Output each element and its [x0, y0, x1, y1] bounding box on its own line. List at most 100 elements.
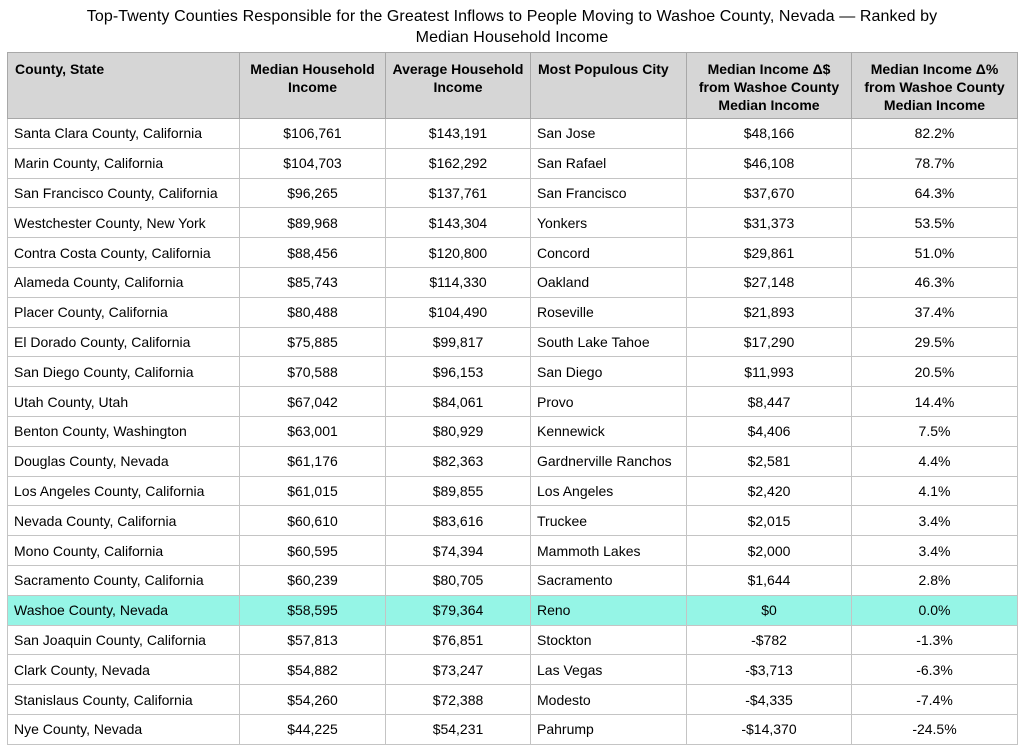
table-row: Benton County, Washington $63,001 $80,929 K… — [7, 415, 1018, 447]
cell-delta-dollar: -$782 — [686, 624, 852, 656]
cell-delta-percent: 3.4% — [851, 535, 1018, 566]
cell-delta-dollar: $48,166 — [686, 118, 852, 149]
cell-median-income: $85,743 — [239, 266, 386, 298]
table-row: Sacramento County, California $60,239 $80,… — [7, 564, 1018, 596]
cell-average-income: $162,292 — [385, 147, 531, 179]
cell-delta-percent: 29.5% — [851, 326, 1018, 358]
cell-city: San Diego — [530, 356, 687, 388]
cell-median-income: $61,176 — [239, 445, 386, 477]
cell-county: Marin County, California — [7, 147, 240, 179]
cell-average-income: $143,191 — [385, 118, 531, 149]
cell-median-income: $89,968 — [239, 207, 386, 239]
cell-city: Modesto — [530, 684, 687, 715]
cell-delta-dollar: $29,861 — [686, 237, 852, 268]
cell-delta-percent: 0.0% — [851, 594, 1018, 626]
cell-delta-percent: -1.3% — [851, 624, 1018, 656]
cell-delta-dollar: $8,447 — [686, 386, 852, 417]
header-most-populous-city: Most Populous City — [530, 52, 687, 119]
cell-delta-dollar: $46,108 — [686, 147, 852, 179]
income-table: County, State Median Household Income Av… — [7, 52, 1018, 745]
cell-median-income: $104,703 — [239, 147, 386, 179]
cell-city: Pahrump — [530, 713, 687, 745]
cell-county: Santa Clara County, California — [7, 118, 240, 149]
cell-county: Clark County, Nevada — [7, 654, 240, 686]
cell-city: Concord — [530, 237, 687, 268]
cell-county: Placer County, California — [7, 296, 240, 328]
cell-median-income: $60,239 — [239, 564, 386, 596]
header-average-household-income: Average Household Income — [385, 52, 531, 119]
cell-county: Westchester County, New York — [7, 207, 240, 239]
header-median-household-income: Median Household Income — [239, 52, 386, 119]
table-body: Santa Clara County, California $106,761 $1… — [7, 118, 1018, 745]
cell-delta-dollar: $0 — [686, 594, 852, 626]
header-median-income-delta-dollar: Median Income Δ$ from Washoe County Medi… — [686, 52, 852, 119]
cell-delta-percent: 4.1% — [851, 475, 1018, 507]
cell-county: Stanislaus County, California — [7, 684, 240, 715]
cell-delta-percent: 64.3% — [851, 177, 1018, 209]
table-row: Nevada County, California $60,610 $83,616 T… — [7, 505, 1018, 537]
cell-delta-dollar: -$3,713 — [686, 654, 852, 686]
cell-county: Benton County, Washington — [7, 415, 240, 447]
cell-delta-percent: 4.4% — [851, 445, 1018, 477]
cell-delta-dollar: $17,290 — [686, 326, 852, 358]
cell-city: Truckee — [530, 505, 687, 537]
cell-average-income: $104,490 — [385, 296, 531, 328]
cell-delta-percent: 37.4% — [851, 296, 1018, 328]
cell-median-income: $96,265 — [239, 177, 386, 209]
cell-average-income: $99,817 — [385, 326, 531, 358]
cell-delta-percent: -24.5% — [851, 713, 1018, 745]
cell-city: Roseville — [530, 296, 687, 328]
cell-delta-percent: 3.4% — [851, 505, 1018, 537]
cell-delta-percent: 7.5% — [851, 415, 1018, 447]
cell-delta-percent: 46.3% — [851, 266, 1018, 298]
cell-city: Reno — [530, 594, 687, 626]
cell-average-income: $72,388 — [385, 684, 531, 715]
cell-county: Nye County, Nevada — [7, 713, 240, 745]
cell-average-income: $143,304 — [385, 207, 531, 239]
cell-city: Oakland — [530, 266, 687, 298]
table-row: El Dorado County, California $75,885 $99,8… — [7, 326, 1018, 358]
cell-city: South Lake Tahoe — [530, 326, 687, 358]
cell-city: San Rafael — [530, 147, 687, 179]
table-row: Marin County, California $104,703 $162,292… — [7, 147, 1018, 179]
cell-city: Provo — [530, 386, 687, 417]
cell-median-income: $88,456 — [239, 237, 386, 268]
cell-delta-dollar: $2,420 — [686, 475, 852, 507]
cell-delta-percent: 82.2% — [851, 118, 1018, 149]
cell-median-income: $70,588 — [239, 356, 386, 388]
cell-delta-dollar: $27,148 — [686, 266, 852, 298]
cell-delta-dollar: $2,000 — [686, 535, 852, 566]
cell-median-income: $61,015 — [239, 475, 386, 507]
cell-delta-percent: 53.5% — [851, 207, 1018, 239]
cell-average-income: $79,364 — [385, 594, 531, 626]
cell-delta-percent: -6.3% — [851, 654, 1018, 686]
cell-county: Utah County, Utah — [7, 386, 240, 417]
title-line-1: Top-Twenty Counties Responsible for the … — [86, 8, 938, 25]
cell-city: Yonkers — [530, 207, 687, 239]
cell-average-income: $89,855 — [385, 475, 531, 507]
cell-county: Mono County, California — [7, 535, 240, 566]
cell-delta-dollar: $1,644 — [686, 564, 852, 596]
cell-median-income: $58,595 — [239, 594, 386, 626]
cell-delta-dollar: $2,015 — [686, 505, 852, 537]
table-row: Utah County, Utah $67,042 $84,061 Provo $8,4… — [7, 386, 1018, 417]
cell-delta-percent: 14.4% — [851, 386, 1018, 417]
cell-city: Kennewick — [530, 415, 687, 447]
cell-city: Las Vegas — [530, 654, 687, 686]
table-row: Westchester County, New York $89,968 $143,… — [7, 207, 1018, 239]
cell-median-income: $60,610 — [239, 505, 386, 537]
table-row: Santa Clara County, California $106,761 $1… — [7, 118, 1018, 149]
cell-delta-dollar: $2,581 — [686, 445, 852, 477]
cell-median-income: $57,813 — [239, 624, 386, 656]
cell-delta-dollar: $21,893 — [686, 296, 852, 328]
title-line-2: Median Household Income — [415, 29, 609, 46]
cell-median-income: $67,042 — [239, 386, 386, 417]
cell-county: Alameda County, California — [7, 266, 240, 298]
cell-average-income: $137,761 — [385, 177, 531, 209]
table-row: Clark County, Nevada $54,882 $73,247 Las Ve… — [7, 654, 1018, 686]
cell-city: San Jose — [530, 118, 687, 149]
table-row: Nye County, Nevada $44,225 $54,231 Pahrump -… — [7, 713, 1018, 745]
cell-city: San Francisco — [530, 177, 687, 209]
cell-delta-percent: 51.0% — [851, 237, 1018, 268]
table-row: San Francisco County, California $96,265 $… — [7, 177, 1018, 209]
